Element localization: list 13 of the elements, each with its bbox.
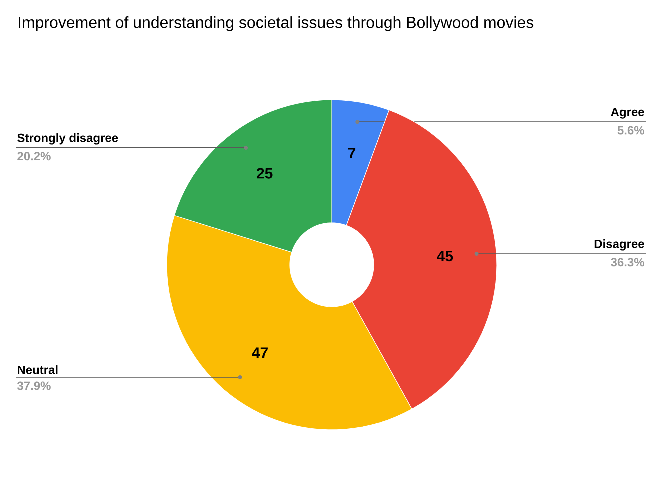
slice-label: Agree [611,108,644,119]
slice-label: Disagree [594,240,644,251]
slice-label: Strongly disagree [18,134,118,145]
text: 5.6% [618,126,644,135]
data-label: 45 [437,251,454,262]
chart-title: Improvement of understanding societal issues through Bollywood movies [19,16,534,32]
text: 37.9% [17,382,51,390]
data-label: 47 [252,348,268,358]
text: 20.2% [18,152,51,161]
slice-label: Neutral [18,366,58,374]
data-label: 25 [257,168,273,179]
text: 36.3% [611,258,644,267]
data-label: 7 [348,148,356,158]
